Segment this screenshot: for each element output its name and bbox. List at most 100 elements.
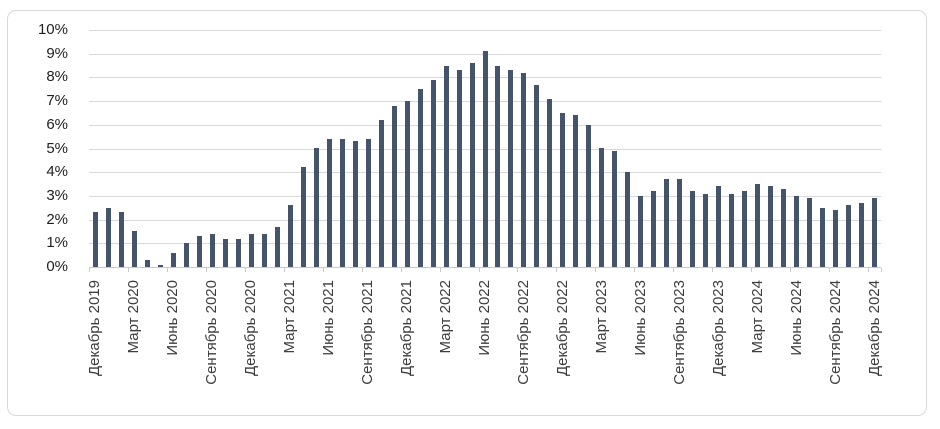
bar: [729, 194, 735, 267]
bar: [352, 141, 358, 267]
x-axis-label: Сентябрь 2024: [826, 280, 844, 385]
x-axis-tick: [89, 268, 90, 272]
x-axis-label: Сентябрь 2022: [514, 280, 532, 385]
bar: [365, 139, 371, 267]
y-axis-label: 3%: [46, 186, 68, 204]
x-axis-line: [89, 267, 881, 268]
x-axis-tick: [673, 268, 675, 272]
bar: [794, 196, 800, 267]
bar: [534, 85, 540, 267]
x-axis-tick: [322, 268, 324, 272]
y-axis-label: 8%: [46, 68, 68, 86]
bar: [703, 194, 709, 267]
x-axis-label: Июнь 2020: [164, 280, 182, 356]
x-axis-label: Март 2023: [592, 280, 610, 354]
y-axis-label: 7%: [46, 92, 68, 110]
x-axis-label: Сентябрь 2020: [203, 280, 221, 385]
y-axis-label: 4%: [46, 163, 68, 181]
x-axis-tick: [400, 268, 402, 272]
bar: [430, 80, 436, 267]
y-axis-label: 5%: [46, 139, 68, 157]
bar: [781, 189, 787, 267]
bar: [404, 101, 410, 267]
bar: [131, 231, 137, 267]
bar: [599, 148, 605, 267]
bar: [118, 212, 124, 267]
bar: [274, 227, 280, 267]
x-axis-label: Декабрь 2020: [242, 280, 260, 377]
x-axis-tick: [439, 268, 441, 272]
bar: [261, 234, 267, 267]
x-axis-tick: [556, 268, 558, 272]
x-axis-label: Декабрь 2019: [86, 280, 104, 377]
bar: [417, 89, 423, 267]
bar: [872, 198, 877, 267]
x-axis-label: Декабрь 2022: [553, 280, 571, 377]
bar: [820, 208, 826, 267]
x-axis-label: Декабрь 2023: [709, 280, 727, 377]
bar: [222, 239, 228, 267]
bar: [664, 179, 670, 267]
x-axis-label: Март 2020: [125, 280, 143, 354]
bar: [846, 205, 852, 267]
x-axis-tick: [127, 268, 129, 272]
bar: [612, 151, 618, 267]
bar: [677, 179, 683, 267]
bar: [586, 125, 592, 267]
x-axis-label: Март 2021: [281, 280, 299, 354]
bar: [92, 212, 98, 267]
bar: [157, 265, 163, 267]
bar: [248, 234, 254, 267]
bar: [768, 186, 774, 267]
y-axis-label: 10%: [37, 21, 68, 38]
bar: [508, 70, 514, 267]
bar: [183, 243, 189, 267]
x-axis-tick: [751, 268, 753, 272]
bar: [859, 203, 865, 267]
x-axis-tick: [283, 268, 285, 272]
x-axis-label: Июнь 2022: [476, 280, 493, 356]
bar: [339, 139, 345, 267]
bar: [378, 120, 384, 267]
x-axis-label: Июнь 2021: [320, 280, 338, 356]
bar: [196, 236, 202, 267]
x-axis-label: Сентябрь 2023: [670, 280, 688, 385]
bar: [833, 210, 839, 267]
y-axis-label: 0%: [46, 258, 68, 275]
bar: [287, 205, 293, 267]
x-axis-label: Март 2022: [437, 280, 455, 354]
bar: [560, 113, 566, 267]
bar: [443, 66, 449, 267]
bar: [105, 208, 111, 267]
bar: [807, 198, 813, 267]
bar: [300, 167, 306, 267]
bar: [573, 115, 579, 267]
y-axis-label: 9%: [46, 44, 68, 62]
x-axis-tick: [205, 268, 207, 272]
x-axis-tick: [595, 268, 597, 272]
x-axis-label: Июнь 2024: [787, 280, 805, 356]
x-axis-tick: [517, 268, 519, 272]
bar: [638, 196, 644, 267]
gridline: [89, 30, 881, 31]
bar: [313, 148, 319, 267]
bar: [482, 51, 488, 267]
bar: [495, 66, 501, 267]
x-axis-tick: [868, 268, 870, 272]
bar: [391, 106, 397, 267]
bar: [144, 260, 150, 267]
x-axis-tick: [829, 268, 831, 272]
bar: [755, 184, 761, 267]
bar: [690, 191, 696, 267]
x-axis-tick: [712, 268, 714, 272]
bar: [716, 186, 722, 267]
x-axis-tick: [790, 268, 792, 272]
x-axis-label: Декабрь 2021: [398, 280, 416, 377]
bar: [742, 191, 748, 267]
bar: [209, 234, 215, 267]
x-axis-tick: [881, 268, 882, 272]
x-axis-tick: [478, 268, 480, 272]
x-axis-label: Июнь 2023: [631, 280, 649, 356]
x-axis-label: Март 2024: [748, 280, 766, 354]
